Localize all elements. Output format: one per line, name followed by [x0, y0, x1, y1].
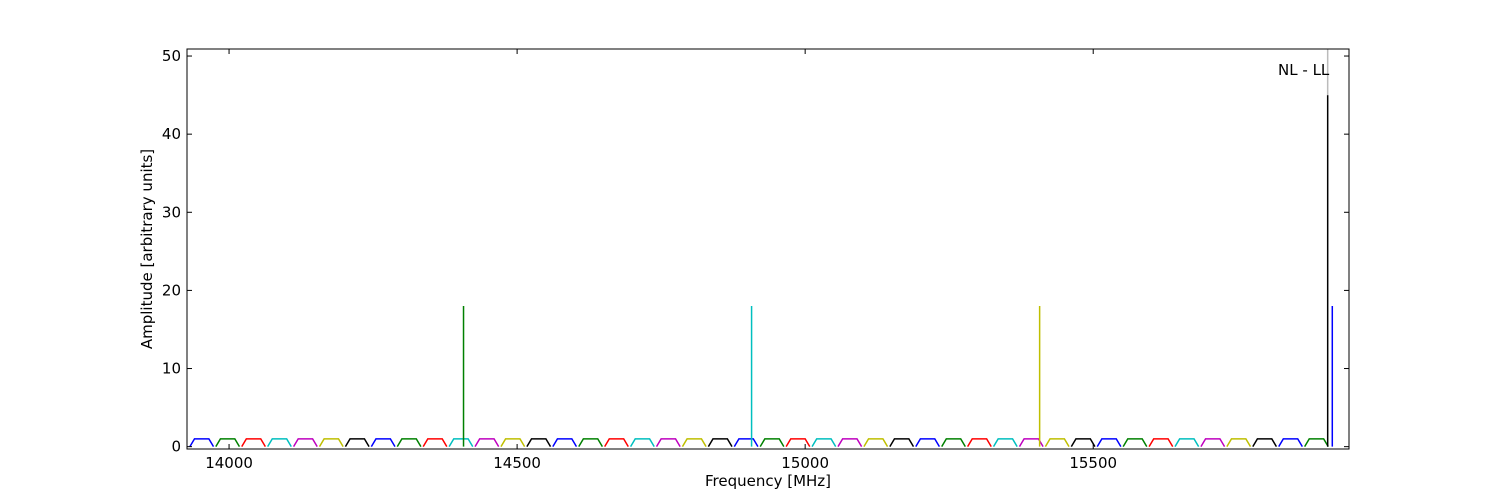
- y-tick-label: 20: [162, 281, 181, 299]
- series-line: [292, 438, 1226, 448]
- x-tick-label: 15500: [1069, 454, 1117, 472]
- annotation: NL - LL: [1278, 61, 1330, 79]
- series-line: [344, 438, 1278, 448]
- y-axis-label: Amplitude [arbitrary units]: [138, 149, 156, 349]
- y-tick-label: 30: [162, 203, 181, 221]
- y-tick-label: 40: [162, 125, 181, 143]
- x-tick-label: 14000: [205, 454, 253, 472]
- y-tick-label: 50: [162, 47, 181, 65]
- x-tick-label: 14500: [493, 454, 541, 472]
- axes-frame: [186, 48, 1350, 450]
- series-line: [318, 438, 1252, 448]
- series-line: [189, 438, 1303, 448]
- series-line: [241, 438, 1174, 448]
- plot-area: [189, 49, 1334, 448]
- x-axis-label: Frequency [MHz]: [705, 472, 831, 490]
- y-tick-label: 0: [171, 438, 181, 456]
- y-tick-label: 10: [162, 360, 181, 378]
- x-tick-label: 15000: [781, 454, 829, 472]
- series-line: [215, 438, 1329, 448]
- series-line: [267, 438, 1200, 448]
